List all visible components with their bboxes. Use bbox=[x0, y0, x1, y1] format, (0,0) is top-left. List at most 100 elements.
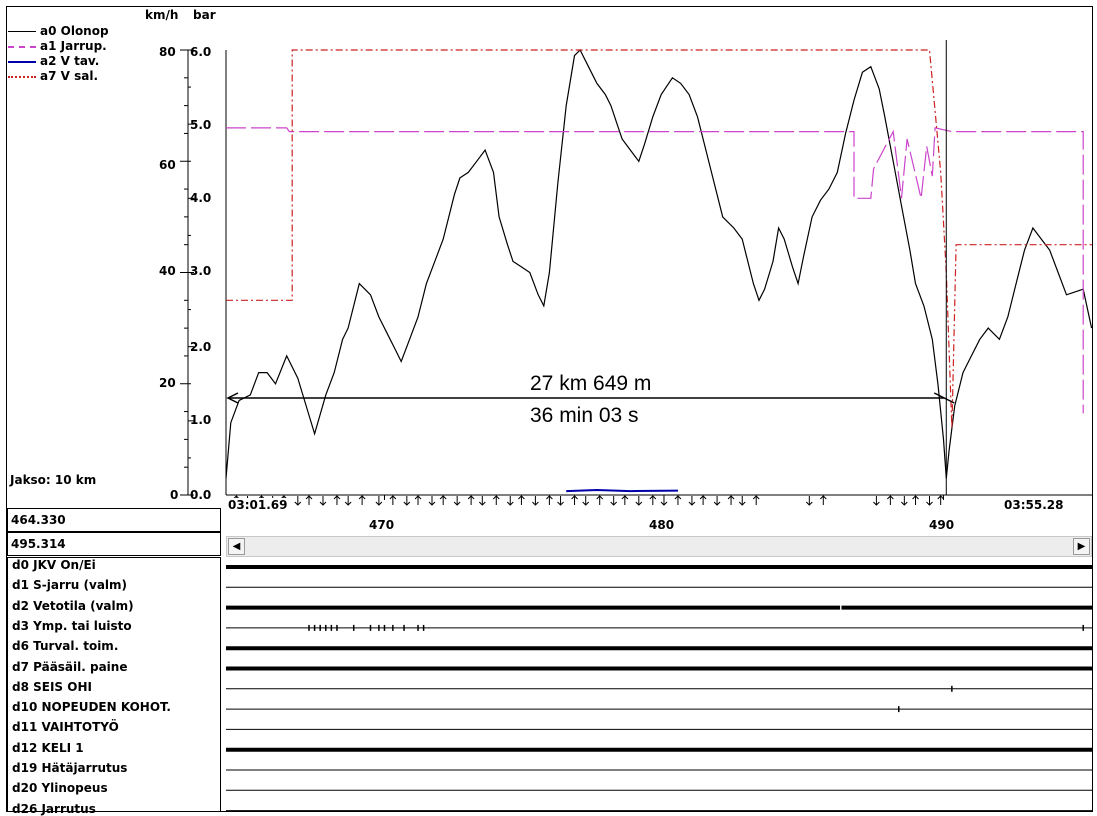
event-marker-head bbox=[937, 495, 945, 500]
legend-item-a2: a2 V tav. bbox=[8, 54, 109, 69]
event-marker-head bbox=[688, 501, 696, 506]
axis-unit-bar: bar bbox=[193, 8, 216, 22]
legend-swatch-a1 bbox=[8, 45, 36, 48]
event-marker-head bbox=[389, 495, 397, 500]
scroll-left-button[interactable]: ◀ bbox=[228, 538, 245, 555]
event-marker-head bbox=[294, 501, 302, 506]
distance-arrow-head-left bbox=[226, 392, 239, 404]
legend-label-a2: a2 V tav. bbox=[40, 54, 100, 68]
time-label-start: 03:01.69 bbox=[228, 498, 288, 512]
event-marker-head bbox=[713, 501, 721, 506]
event-marker-head bbox=[305, 495, 313, 500]
right-tick-label: 4.0 bbox=[190, 191, 212, 205]
digital-channel-label: d7 Pääsäil. paine bbox=[12, 659, 128, 674]
digital-channel-label: d26 Jarrutus bbox=[12, 801, 96, 816]
event-marker-head bbox=[674, 495, 682, 500]
event-marker-head bbox=[319, 501, 327, 506]
event-marker-head bbox=[912, 495, 919, 500]
legend-item-a0: a0 Olonop bbox=[8, 24, 109, 39]
digital-channel-label: d10 NOPEUDEN KOHOT. bbox=[12, 700, 171, 715]
event-marker-head bbox=[344, 501, 352, 506]
right-tick-label: 3.0 bbox=[190, 264, 212, 278]
legend-label-a7: a7 V sal. bbox=[40, 69, 99, 83]
event-marker-head bbox=[439, 495, 447, 500]
event-marker-head bbox=[571, 495, 578, 500]
scroll-right-button[interactable]: ▶ bbox=[1073, 538, 1090, 555]
x-tick-label: 480 bbox=[649, 518, 675, 532]
event-marker-head bbox=[546, 495, 553, 500]
event-marker-head bbox=[414, 495, 422, 500]
series-line-a0 bbox=[225, 48, 1093, 479]
right-tick-label: 0.0 bbox=[190, 488, 212, 502]
event-marker-head bbox=[492, 495, 500, 500]
left-tick-label: 40 bbox=[159, 264, 176, 278]
right-tick-label: 1.0 bbox=[190, 413, 212, 427]
left-tick-label: 60 bbox=[159, 158, 176, 172]
legend-swatch-a0 bbox=[8, 31, 36, 32]
digital-channel-panel bbox=[7, 557, 221, 812]
event-marker-head bbox=[738, 501, 746, 506]
event-marker-head bbox=[333, 495, 341, 500]
event-marker-head bbox=[727, 495, 735, 500]
event-marker-head bbox=[403, 501, 411, 506]
event-marker-head bbox=[467, 495, 475, 500]
legend-label-a1: a1 Jarrup. bbox=[40, 39, 107, 53]
event-marker-head bbox=[532, 501, 539, 506]
digital-channel-label: d1 S-jarru (valm) bbox=[12, 578, 128, 593]
digital-channel-label: d0 JKV On/Ei bbox=[12, 558, 96, 572]
horizontal-scrollbar[interactable]: ◀ ▶ bbox=[226, 536, 1092, 557]
event-marker-head bbox=[582, 501, 590, 506]
event-marker-head bbox=[478, 501, 486, 506]
event-marker-head bbox=[428, 501, 436, 506]
digital-channel-label: d19 Hätäjarrutus bbox=[12, 761, 128, 775]
left-tick-label: 80 bbox=[159, 45, 176, 59]
digital-channel-label: d8 SEIS OHI bbox=[12, 679, 92, 694]
legend-swatch-a7 bbox=[8, 75, 36, 78]
digital-channel-label: d12 KELI 1 bbox=[12, 740, 84, 755]
digital-channel-label: d2 Vetotila (valm) bbox=[12, 598, 134, 613]
range-start-value: 464.330 bbox=[11, 513, 66, 527]
digital-channel-label: d3 Ymp. tai luisto bbox=[12, 618, 132, 633]
event-marker-head bbox=[557, 501, 564, 506]
legend-swatch-a2 bbox=[8, 60, 36, 63]
range-end-field[interactable]: 495.314 bbox=[7, 532, 221, 556]
series-line-a2 bbox=[566, 488, 679, 493]
event-marker-head bbox=[596, 495, 604, 500]
right-tick-label: 6.0 bbox=[190, 45, 212, 59]
time-label-end: 03:55.28 bbox=[1004, 498, 1064, 512]
event-marker-head bbox=[752, 495, 760, 500]
range-end-value: 495.314 bbox=[11, 537, 66, 551]
jakso-label: Jakso: 10 km bbox=[10, 473, 97, 487]
legend-label-a0: a0 Olonop bbox=[40, 24, 109, 38]
event-marker-head bbox=[819, 495, 827, 500]
event-marker-head bbox=[635, 501, 643, 506]
distance-annotation: 27 km 649 m bbox=[530, 372, 652, 395]
distance-arrow-head-right bbox=[933, 392, 955, 404]
digital-channel-label: d20 Ylinopeus bbox=[12, 781, 108, 796]
legend: a0 Olonop a1 Jarrup. a2 V tav. a7 V sal. bbox=[8, 24, 109, 84]
axis-unit-kmh: km/h bbox=[145, 8, 179, 22]
event-marker-head bbox=[375, 501, 383, 506]
legend-item-a1: a1 Jarrup. bbox=[8, 39, 109, 54]
event-marker-head bbox=[900, 501, 908, 506]
event-marker-head bbox=[873, 501, 880, 506]
right-tick-label: 5.0 bbox=[190, 118, 212, 132]
x-tick-label: 490 bbox=[929, 518, 955, 532]
digital-channel-label: d6 Turval. toim. bbox=[12, 639, 119, 654]
event-marker-head bbox=[358, 495, 366, 500]
event-marker-head bbox=[621, 495, 629, 500]
right-tick-label: 2.0 bbox=[190, 340, 212, 354]
duration-annotation: 36 min 03 s bbox=[530, 404, 639, 427]
series-line-a7 bbox=[226, 49, 1092, 429]
x-tick-label: 470 bbox=[369, 518, 395, 532]
digital-channel-label: d11 VAIHTOTYÖ bbox=[12, 720, 119, 735]
event-marker-head bbox=[649, 495, 657, 500]
range-start-field[interactable]: 464.330 bbox=[7, 508, 221, 532]
event-marker-head bbox=[518, 495, 525, 500]
event-marker-head bbox=[699, 495, 707, 500]
event-marker-head bbox=[926, 501, 933, 506]
left-tick-label: 0 bbox=[170, 488, 179, 502]
event-marker-head bbox=[610, 501, 618, 506]
event-marker-head bbox=[453, 501, 461, 506]
